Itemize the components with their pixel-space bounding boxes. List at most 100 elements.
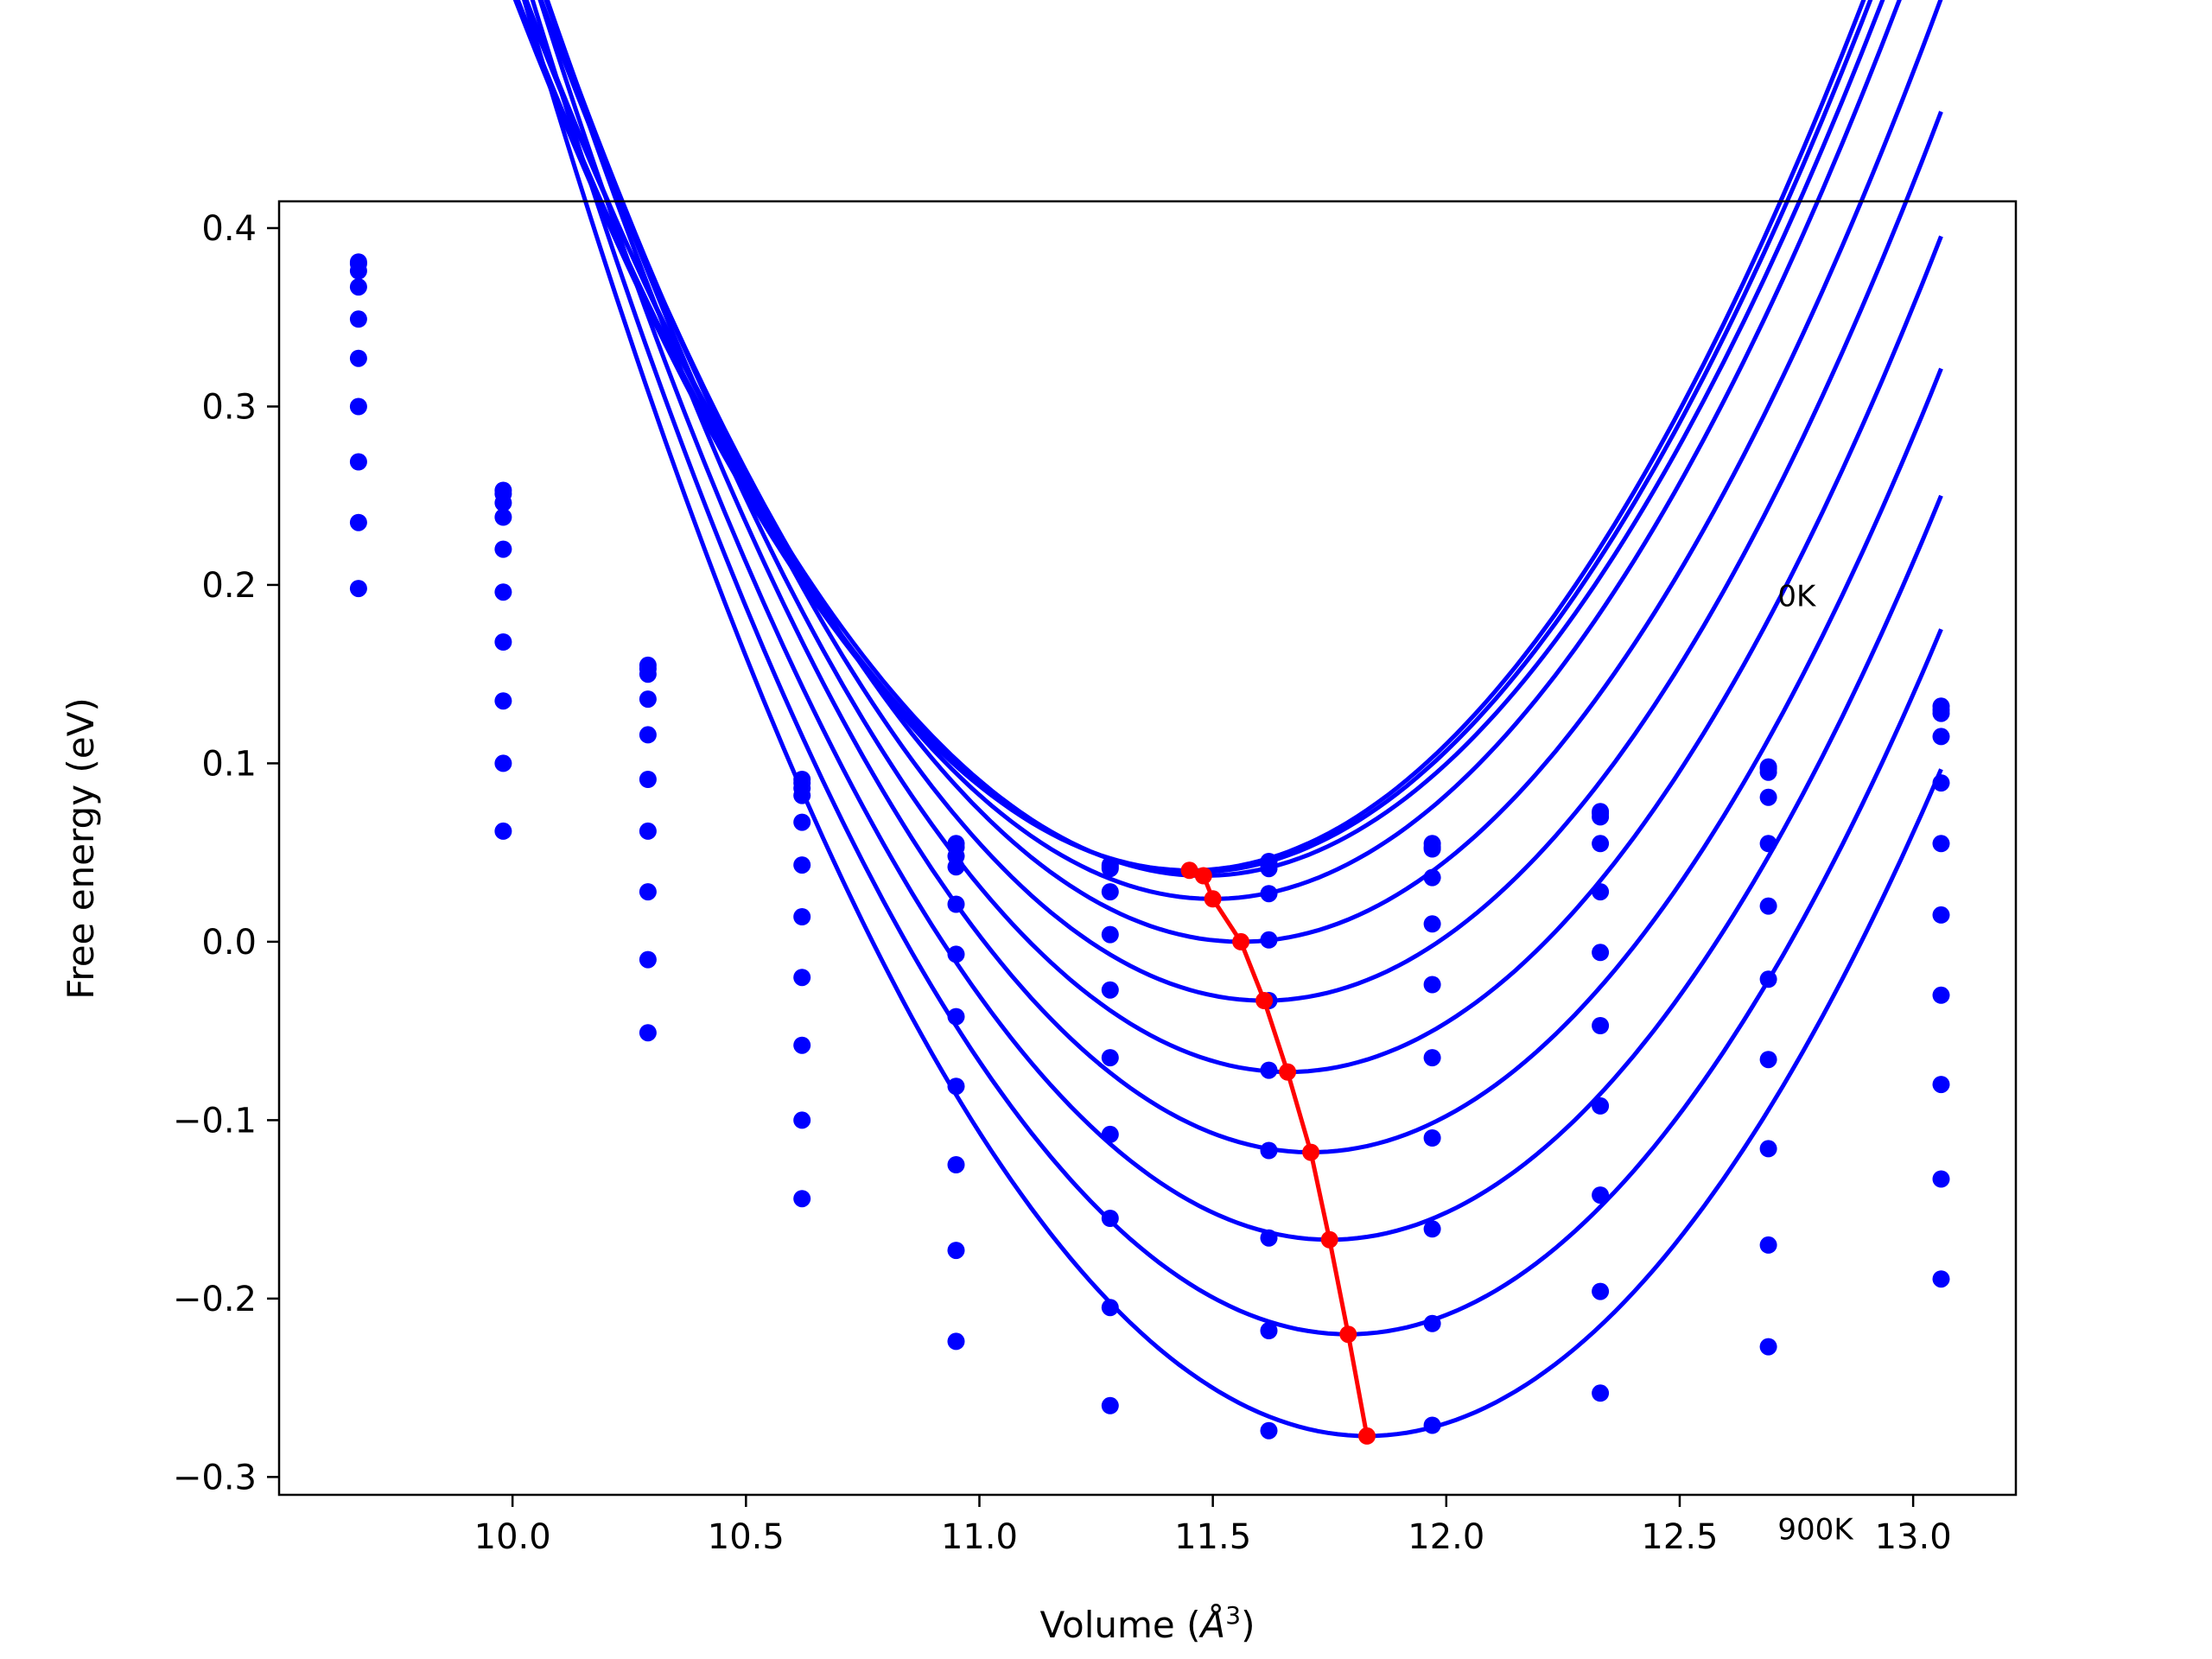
data-point-8-6 bbox=[1260, 1229, 1278, 1247]
data-point-7-0 bbox=[349, 453, 367, 471]
minima-line bbox=[1180, 861, 1376, 1445]
annotation-1: 900K bbox=[1777, 1513, 1854, 1548]
y-tick-label-3: 0.0 bbox=[201, 923, 257, 963]
x-axis-label: Volume (Å3) bbox=[1040, 1601, 1255, 1646]
data-point-6-0 bbox=[349, 397, 367, 416]
data-point-2-5 bbox=[1101, 860, 1119, 878]
data-point-2-1 bbox=[494, 494, 512, 512]
data-point-9-3 bbox=[793, 1111, 811, 1129]
fit-curve-8 bbox=[537, 0, 1943, 1243]
y-axis-ticks: −0.3 −0.2 −0.1 0.0 0.1 0.2 0.3 0.4 bbox=[173, 209, 279, 1497]
data-points bbox=[349, 253, 1950, 1440]
data-point-8-1 bbox=[494, 754, 512, 772]
data-point-3-6 bbox=[1260, 885, 1278, 903]
data-point-10-10 bbox=[1932, 1270, 1950, 1288]
minimum-point-0 bbox=[1180, 861, 1198, 880]
data-point-10-6 bbox=[1260, 1421, 1278, 1440]
annotation-0: 0K bbox=[1777, 580, 1817, 614]
fit-curves bbox=[512, 0, 1943, 1439]
data-point-3-3 bbox=[793, 786, 811, 804]
data-point-5-0 bbox=[349, 349, 367, 367]
data-point-6-10 bbox=[1932, 906, 1950, 924]
data-point-6-8 bbox=[1592, 1017, 1610, 1034]
data-point-4-4 bbox=[947, 895, 965, 913]
fit-curve-7 bbox=[543, 0, 1943, 1155]
data-point-2-8 bbox=[1592, 808, 1610, 826]
data-point-2-7 bbox=[1423, 840, 1441, 858]
data-point-3-9 bbox=[1759, 788, 1777, 806]
data-point-8-3 bbox=[793, 1036, 811, 1054]
data-point-7-3 bbox=[793, 969, 811, 987]
data-point-2-0 bbox=[349, 262, 367, 280]
data-point-3-1 bbox=[494, 508, 512, 526]
data-point-3-0 bbox=[349, 278, 367, 296]
data-point-10-9 bbox=[1759, 1338, 1777, 1356]
x-axis-ticks: 10.0 10.5 11.0 11.5 12.0 12.5 13.0 bbox=[474, 1495, 1952, 1557]
data-point-2-10 bbox=[1932, 704, 1950, 722]
data-point-9-4 bbox=[947, 1242, 965, 1260]
data-point-7-4 bbox=[947, 1077, 965, 1096]
minimum-point-8 bbox=[1339, 1325, 1357, 1344]
data-point-8-5 bbox=[1101, 1210, 1119, 1227]
data-point-4-0 bbox=[349, 310, 367, 328]
data-point-4-9 bbox=[1759, 835, 1777, 853]
x-tick-label-0: 10.0 bbox=[474, 1517, 551, 1557]
fit-curve-9 bbox=[530, 0, 1943, 1337]
data-point-10-7 bbox=[1423, 1416, 1441, 1434]
y-tick-label-2: −0.1 bbox=[173, 1101, 257, 1141]
data-point-8-8 bbox=[1592, 1186, 1610, 1205]
data-point-7-9 bbox=[1759, 1051, 1777, 1069]
data-point-5-7 bbox=[1423, 976, 1441, 994]
data-point-6-2 bbox=[639, 822, 657, 840]
data-point-10-8 bbox=[1592, 1384, 1610, 1402]
data-point-7-5 bbox=[1101, 1125, 1119, 1143]
data-point-5-2 bbox=[639, 771, 657, 788]
data-point-7-7 bbox=[1423, 1129, 1441, 1147]
data-point-5-5 bbox=[1101, 981, 1119, 999]
minimum-point-1 bbox=[1194, 867, 1212, 885]
minimum-point-2 bbox=[1204, 890, 1222, 908]
minimum-point-5 bbox=[1279, 1063, 1297, 1081]
data-point-5-1 bbox=[494, 583, 512, 601]
data-point-6-3 bbox=[793, 908, 811, 925]
data-point-9-8 bbox=[1592, 1282, 1610, 1300]
data-point-5-3 bbox=[793, 856, 811, 874]
data-point-8-7 bbox=[1423, 1220, 1441, 1238]
data-point-6-4 bbox=[947, 1007, 965, 1026]
data-point-9-9 bbox=[1759, 1236, 1777, 1254]
data-point-9-5 bbox=[1101, 1299, 1119, 1317]
fit-curve-10 bbox=[522, 0, 1943, 1439]
data-point-6-5 bbox=[1101, 1049, 1119, 1067]
data-point-6-9 bbox=[1759, 970, 1777, 988]
data-point-4-8 bbox=[1592, 883, 1610, 901]
x-tick-label-3: 11.5 bbox=[1174, 1517, 1251, 1557]
x-tick-label-2: 11.0 bbox=[941, 1517, 1018, 1557]
data-point-9-10 bbox=[1932, 1170, 1950, 1188]
data-point-6-1 bbox=[494, 633, 512, 651]
y-axis-label: Free energy (eV) bbox=[60, 697, 102, 1000]
data-point-7-2 bbox=[639, 883, 657, 901]
data-point-9-2 bbox=[639, 1024, 657, 1042]
data-point-9-1 bbox=[494, 822, 512, 840]
data-point-2-9 bbox=[1759, 763, 1777, 781]
data-point-8-0 bbox=[349, 513, 367, 531]
data-point-5-8 bbox=[1592, 944, 1610, 962]
data-point-4-5 bbox=[1101, 925, 1119, 944]
data-point-4-6 bbox=[1260, 931, 1278, 949]
data-point-2-6 bbox=[1260, 860, 1278, 878]
minimum-point-3 bbox=[1232, 932, 1250, 950]
x-tick-label-6: 13.0 bbox=[1875, 1517, 1952, 1557]
y-tick-label-7: 0.4 bbox=[201, 209, 257, 249]
data-point-3-2 bbox=[639, 690, 657, 709]
data-point-6-7 bbox=[1423, 1049, 1441, 1067]
data-point-8-2 bbox=[639, 950, 657, 969]
fit-curve-6 bbox=[544, 0, 1943, 1075]
data-point-7-8 bbox=[1592, 1096, 1610, 1115]
data-point-6-6 bbox=[1260, 1061, 1278, 1079]
y-tick-label-0: −0.3 bbox=[173, 1458, 257, 1497]
data-point-4-10 bbox=[1932, 774, 1950, 792]
data-point-7-6 bbox=[1260, 1141, 1278, 1160]
minimum-point-6 bbox=[1302, 1143, 1320, 1161]
